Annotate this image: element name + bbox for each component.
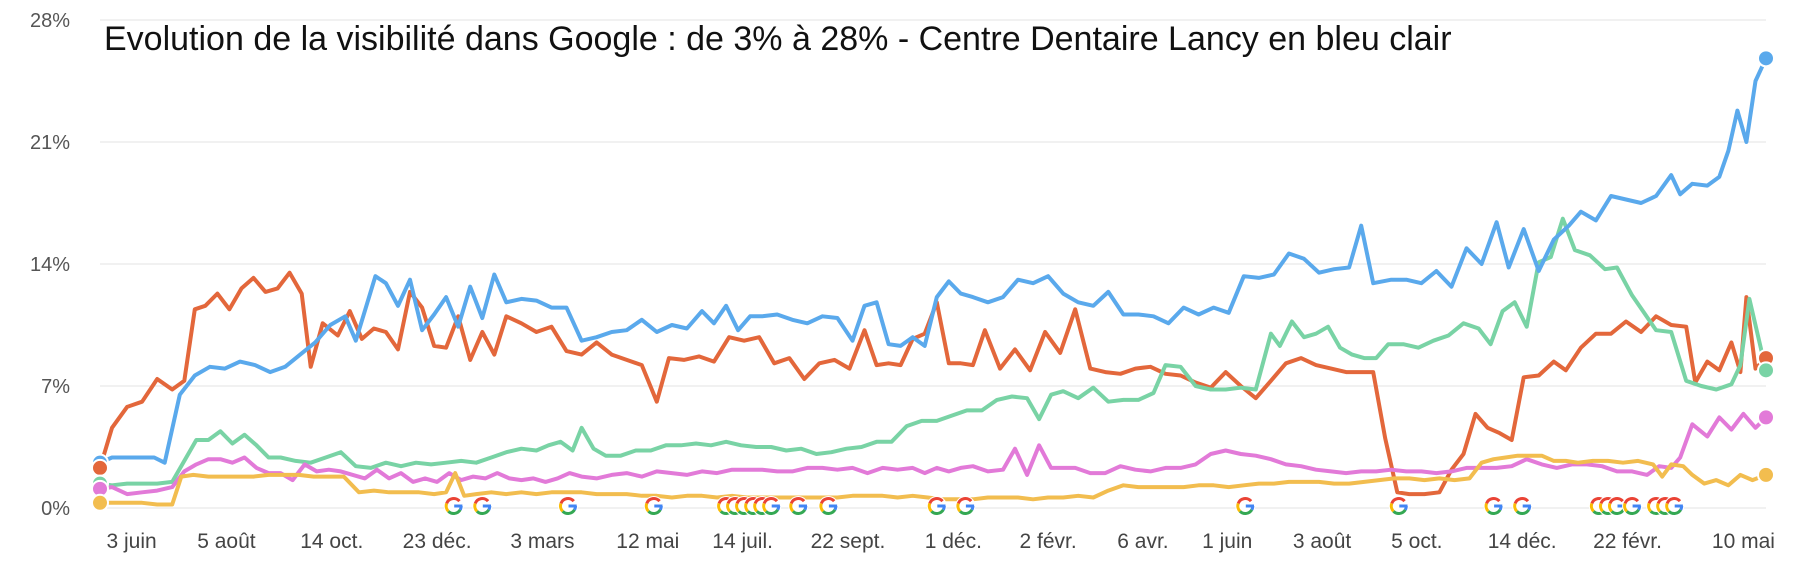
x-tick-label: 1 juin xyxy=(1202,530,1252,553)
google-update-icon[interactable] xyxy=(818,496,839,516)
x-tick-label: 14 oct. xyxy=(300,530,363,553)
google-update-icon[interactable] xyxy=(443,496,464,516)
series-lines xyxy=(98,56,1768,507)
google-update-icon[interactable] xyxy=(1483,496,1504,516)
google-update-icon[interactable] xyxy=(558,496,578,516)
series-end-point xyxy=(1757,49,1775,68)
gridlines xyxy=(100,19,1766,509)
x-tick-label: 5 oct. xyxy=(1391,530,1442,553)
x-tick-label: 22 sept. xyxy=(811,530,886,553)
series-endpoints xyxy=(91,49,1775,512)
y-tick-label: 14% xyxy=(30,254,70,276)
x-tick-label: 3 juin xyxy=(107,530,157,553)
google-update-markers xyxy=(443,496,1685,516)
x-tick-label: 14 juil. xyxy=(712,530,773,553)
y-tick-label: 0% xyxy=(41,498,70,520)
series-start-point xyxy=(91,493,109,512)
series-line-5 xyxy=(98,453,1768,507)
x-tick-label: 2 févr. xyxy=(1020,530,1077,553)
x-tick-label: 14 déc. xyxy=(1488,530,1557,553)
google-update-icon[interactable] xyxy=(761,496,782,516)
chart-title: Evolution de la visibilité dans Google :… xyxy=(104,20,1452,58)
google-update-icon[interactable] xyxy=(788,496,809,516)
series-end-point xyxy=(1757,465,1775,484)
google-update-icon[interactable] xyxy=(926,496,947,516)
x-tick-label: 12 mai xyxy=(616,530,679,553)
google-update-icon[interactable] xyxy=(1664,496,1685,516)
google-update-icon[interactable] xyxy=(1235,496,1256,516)
x-tick-label: 3 août xyxy=(1293,530,1352,553)
google-update-icon[interactable] xyxy=(472,496,493,516)
google-update-icon[interactable] xyxy=(1512,496,1533,516)
x-tick-label: 3 mars xyxy=(510,530,574,553)
y-tick-label: 7% xyxy=(41,376,70,398)
google-update-icon[interactable] xyxy=(1622,496,1643,516)
y-axis-ticks: 0% 7% 14% 21% 28% xyxy=(30,10,70,520)
series-line-1 xyxy=(98,56,1768,465)
x-tick-label: 6 avr. xyxy=(1117,530,1168,553)
x-tick-label: 22 févr. xyxy=(1593,530,1662,553)
series-line-3 xyxy=(98,216,1768,488)
google-update-icon[interactable] xyxy=(643,496,664,516)
series-start-point xyxy=(91,458,109,477)
x-tick-label: 10 mai xyxy=(1712,530,1775,553)
google-update-icon[interactable] xyxy=(955,496,976,516)
series-line-4 xyxy=(98,411,1768,497)
y-tick-label: 21% xyxy=(30,132,70,154)
google-update-icon[interactable] xyxy=(1388,496,1409,516)
series-end-point xyxy=(1757,361,1775,380)
x-tick-label: 1 déc. xyxy=(925,530,982,553)
x-axis-ticks: 3 juin 5 août 14 oct. 23 déc. 3 mars 12 mai 14… xyxy=(107,530,1775,553)
x-tick-label: 5 août xyxy=(197,530,256,553)
y-tick-label: 28% xyxy=(30,10,70,32)
x-tick-label: 23 déc. xyxy=(403,530,472,553)
series-end-point xyxy=(1757,408,1775,427)
